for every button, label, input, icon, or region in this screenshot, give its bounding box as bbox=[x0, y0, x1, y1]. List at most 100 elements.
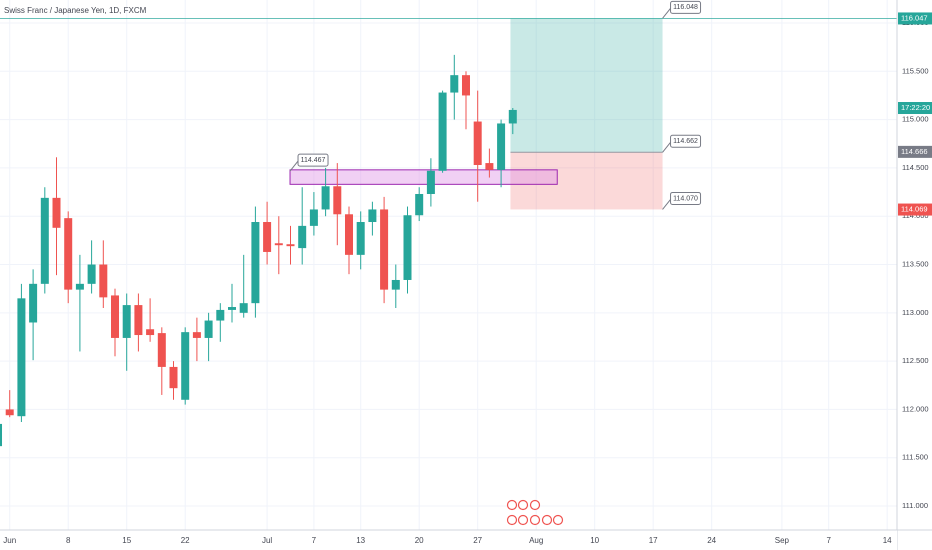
candle-body bbox=[0, 423, 3, 447]
x-tick-label: 13 bbox=[356, 536, 365, 545]
event-icon bbox=[529, 514, 541, 526]
candle-body bbox=[380, 209, 389, 290]
time-axis bbox=[0, 530, 897, 550]
candle-body bbox=[321, 186, 330, 210]
zone-callout-label: 114.467 bbox=[301, 157, 326, 164]
event-icon bbox=[552, 514, 564, 526]
x-tick-label: Aug bbox=[529, 536, 543, 545]
x-tick-label: 24 bbox=[707, 536, 716, 545]
target-callout-pointer bbox=[662, 8, 671, 19]
candle-body bbox=[75, 283, 84, 290]
candle-body bbox=[415, 193, 424, 216]
candle-body bbox=[450, 75, 459, 93]
entry-callout-pointer bbox=[662, 141, 671, 153]
price-badge bbox=[898, 203, 932, 216]
candle-body bbox=[263, 222, 272, 252]
candle-body bbox=[228, 307, 237, 310]
zone-callout-box bbox=[297, 153, 329, 167]
candle-body bbox=[298, 225, 307, 249]
price-badge bbox=[898, 12, 932, 25]
y-tick-label: 111.500 bbox=[902, 453, 928, 462]
candle-body bbox=[52, 197, 61, 228]
y-tick-label: 114.500 bbox=[902, 163, 929, 172]
candle-body bbox=[169, 366, 178, 389]
y-tick-label: 112.000 bbox=[902, 404, 929, 413]
y-tick-label: 115.000 bbox=[902, 115, 929, 124]
candle-body bbox=[508, 109, 517, 124]
y-tick-label: 115.500 bbox=[902, 66, 929, 75]
candle-body bbox=[87, 264, 96, 284]
x-tick-label: 15 bbox=[122, 536, 131, 545]
stop-callout-label: 114.070 bbox=[673, 195, 698, 202]
candle-body bbox=[216, 309, 225, 321]
x-tick-label: 7 bbox=[826, 536, 831, 545]
x-tick-label: 14 bbox=[883, 536, 892, 545]
candle-body bbox=[286, 244, 295, 247]
candle-body bbox=[40, 197, 49, 284]
candle-body bbox=[461, 75, 470, 96]
candle-body bbox=[391, 279, 400, 290]
plot-area bbox=[0, 0, 897, 530]
candle-body bbox=[134, 305, 143, 336]
x-tick-label: 8 bbox=[66, 536, 71, 545]
x-tick-label: 22 bbox=[181, 536, 190, 545]
candle-body bbox=[111, 295, 120, 338]
candle-body bbox=[251, 222, 260, 304]
x-tick-label: 7 bbox=[312, 536, 317, 545]
x-tick-label: 20 bbox=[415, 536, 424, 545]
y-tick-label: 113.000 bbox=[902, 308, 929, 317]
x-tick-label: Sep bbox=[775, 536, 790, 545]
candle-body bbox=[204, 320, 213, 338]
resistance-zone bbox=[289, 169, 558, 185]
candle-body bbox=[5, 409, 14, 416]
candle-body bbox=[239, 303, 248, 313]
price-badge-label: 17:22:20 bbox=[901, 103, 930, 112]
candle-body bbox=[473, 121, 482, 166]
candle-body bbox=[309, 209, 318, 226]
y-tick-label: 113.500 bbox=[902, 260, 929, 269]
candle-body bbox=[344, 214, 353, 255]
price-axis bbox=[897, 0, 932, 550]
candle-body bbox=[438, 92, 447, 171]
event-icon bbox=[517, 514, 529, 526]
target-callout-label: 116.048 bbox=[673, 4, 698, 11]
event-icon bbox=[517, 499, 529, 511]
chart-title: Swiss Franc / Japanese Yen, 1D, FXCM bbox=[4, 6, 147, 15]
event-icons bbox=[506, 499, 564, 526]
event-icon bbox=[541, 514, 553, 526]
y-tick-label: 111.000 bbox=[902, 501, 928, 510]
candle-body bbox=[192, 332, 201, 338]
x-tick-label: Jul bbox=[262, 536, 272, 545]
event-icon bbox=[506, 499, 518, 511]
entry-callout-label: 114.662 bbox=[673, 138, 698, 145]
event-icon bbox=[506, 514, 518, 526]
event-icon bbox=[529, 499, 541, 511]
y-tick-label: 114.000 bbox=[902, 211, 929, 220]
candle-body bbox=[146, 329, 155, 336]
candle-body bbox=[356, 222, 365, 255]
price-badge-label: 116.047 bbox=[901, 13, 928, 22]
price-badge-label: 114.069 bbox=[901, 205, 928, 214]
candle-body bbox=[29, 283, 38, 323]
candle-body bbox=[17, 298, 26, 417]
candle-body bbox=[333, 186, 342, 215]
price-badge bbox=[898, 102, 932, 115]
entry-callout-box bbox=[670, 134, 702, 148]
price-badge bbox=[898, 145, 932, 158]
candle-body bbox=[497, 123, 506, 170]
price-badge-label: 114.666 bbox=[901, 147, 928, 156]
candle-body bbox=[99, 264, 108, 298]
candle-body bbox=[403, 215, 412, 280]
y-tick-label: 112.500 bbox=[902, 356, 929, 365]
x-tick-label: 10 bbox=[590, 536, 599, 545]
candle-body bbox=[181, 332, 190, 400]
candle-body bbox=[274, 243, 283, 246]
x-tick-label: 27 bbox=[473, 536, 482, 545]
x-tick-label: 17 bbox=[649, 536, 658, 545]
target-callout-box bbox=[670, 0, 702, 14]
candle-body bbox=[64, 218, 73, 290]
target-zone bbox=[510, 18, 663, 153]
x-tick-label: Jun bbox=[3, 536, 16, 545]
candle-body bbox=[157, 333, 166, 367]
